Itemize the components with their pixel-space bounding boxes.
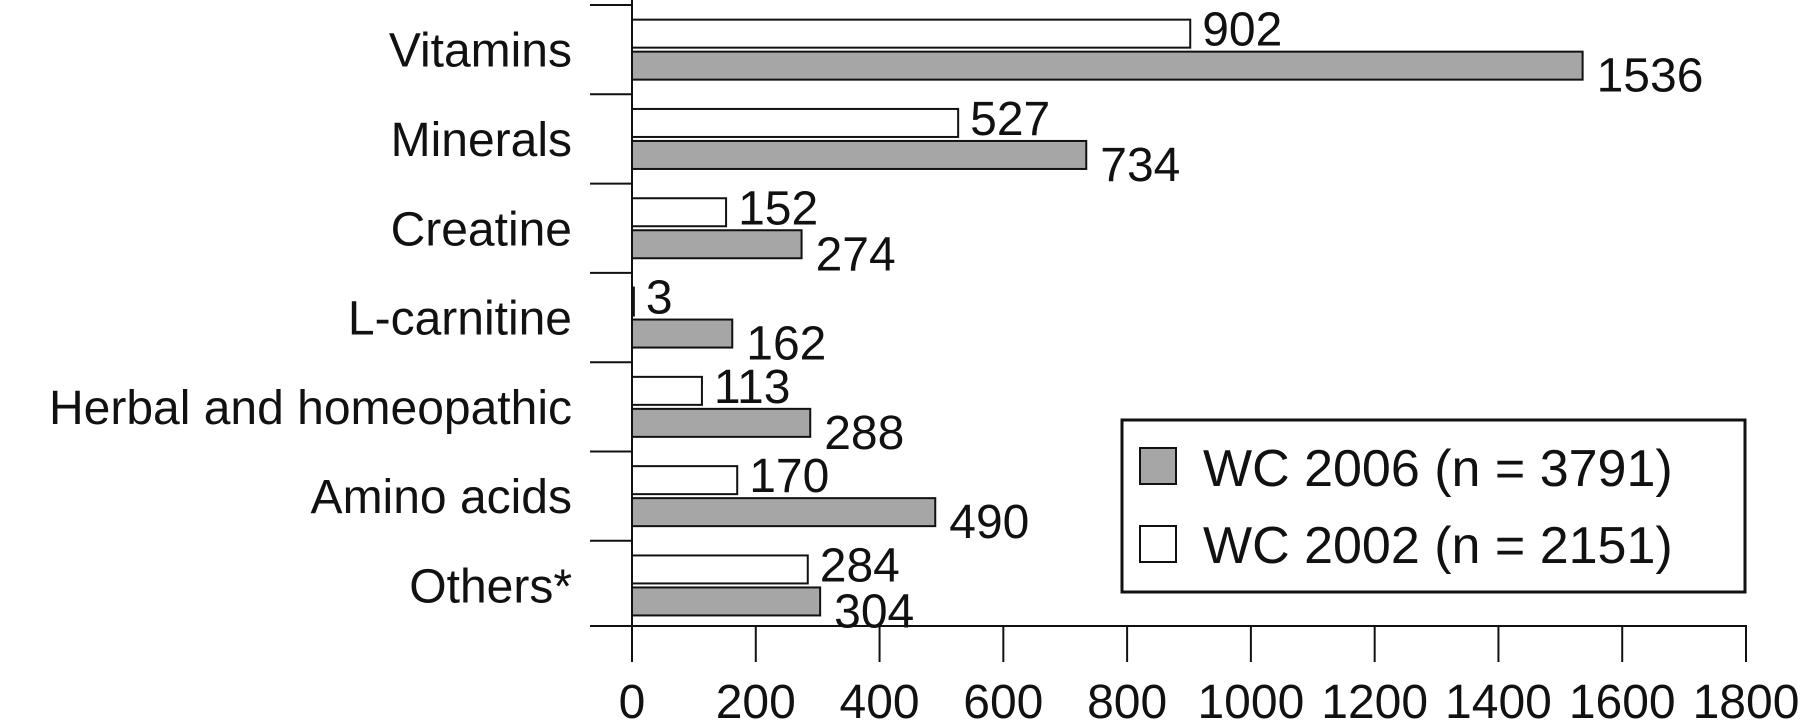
- bar-wc2006-minerals: [631, 139, 1088, 170]
- value-label-wc2006-others: 304: [834, 585, 914, 638]
- legend-swatch-wc-2006: [1139, 447, 1177, 485]
- value-label-wc2002-vitamins: 902: [1202, 4, 1282, 57]
- legend-swatch-wc-2002: [1139, 525, 1177, 563]
- value-label-wc2002-minerals: 527: [970, 93, 1050, 146]
- value-label-wc2006-vitamins: 1536: [1597, 50, 1704, 103]
- legend-label-wc-2002: WC 2002 (n = 2151): [1203, 517, 1673, 575]
- x-tick-label-1400: 1400: [1445, 676, 1552, 724]
- bar-wc2006-amino-acids: [631, 497, 937, 528]
- bar-wc2006-l-carnitine: [631, 318, 734, 349]
- value-label-wc2006-amino-acids: 490: [949, 496, 1029, 549]
- bar-wc2006-herbal-and-homeopathic: [631, 407, 812, 438]
- bar-wc2002-others: [631, 554, 809, 585]
- bar-wc2002-vitamins: [631, 18, 1192, 49]
- axes: [590, 0, 1747, 627]
- value-label-wc2006-creatine: 274: [816, 228, 896, 281]
- category-label-vitamins: Vitamins: [389, 25, 572, 78]
- x-tick-label-1800: 1800: [1693, 676, 1800, 724]
- value-label-wc2002-others: 284: [820, 539, 900, 592]
- legend-box: [1120, 418, 1747, 594]
- x-tick-label-0: 0: [619, 676, 646, 724]
- category-label-creatine: Creatine: [391, 203, 572, 256]
- bars: [631, 18, 1584, 617]
- category-label-l-carnitine: L-carnitine: [348, 293, 572, 346]
- x-tick-label-200: 200: [716, 676, 796, 724]
- bar-wc2002-herbal-and-homeopathic: [631, 375, 703, 406]
- bar-wc2002-creatine: [631, 197, 728, 228]
- x-tick-label-1200: 1200: [1321, 676, 1428, 724]
- bar-wc2006-others: [631, 586, 822, 617]
- value-label-wc2006-minerals: 734: [1100, 139, 1180, 192]
- value-label-wc2006-herbal-and-homeopathic: 288: [824, 407, 904, 460]
- value-label-wc2002-creatine: 152: [738, 182, 818, 235]
- x-tick-label-1000: 1000: [1197, 676, 1304, 724]
- x-tick-label-400: 400: [840, 676, 920, 724]
- category-labels: Vitamins Minerals Creatine L-carnitine Herba…: [49, 25, 572, 614]
- legend-label-wc-2006: WC 2006 (n = 3791): [1203, 440, 1673, 498]
- bar-wc2006-vitamins: [631, 50, 1584, 81]
- category-label-others: Others*: [409, 560, 572, 613]
- x-tick-label-600: 600: [963, 676, 1043, 724]
- value-label-wc2002-l-carnitine: 3: [646, 272, 673, 325]
- category-label-amino-acids: Amino acids: [311, 471, 572, 524]
- x-ticks: 0 200 400 600 800 1000 1200 1400 1600 1800: [619, 626, 1800, 724]
- bar-wc2002-minerals: [631, 107, 960, 138]
- x-tick-label-800: 800: [1087, 676, 1167, 724]
- category-label-minerals: Minerals: [391, 114, 572, 167]
- value-label-wc2006-l-carnitine: 162: [746, 318, 826, 371]
- bar-wc2002-amino-acids: [631, 465, 739, 496]
- legend: WC 2006 (n = 3791) WC 2002 (n = 2151): [1120, 418, 1747, 594]
- value-label-wc2002-amino-acids: 170: [749, 450, 829, 503]
- x-tick-label-1600: 1600: [1569, 676, 1676, 724]
- category-label-herbal-and-homeopathic: Herbal and homeopathic: [49, 382, 572, 435]
- value-label-wc2002-herbal-and-homeopathic: 113: [714, 361, 791, 414]
